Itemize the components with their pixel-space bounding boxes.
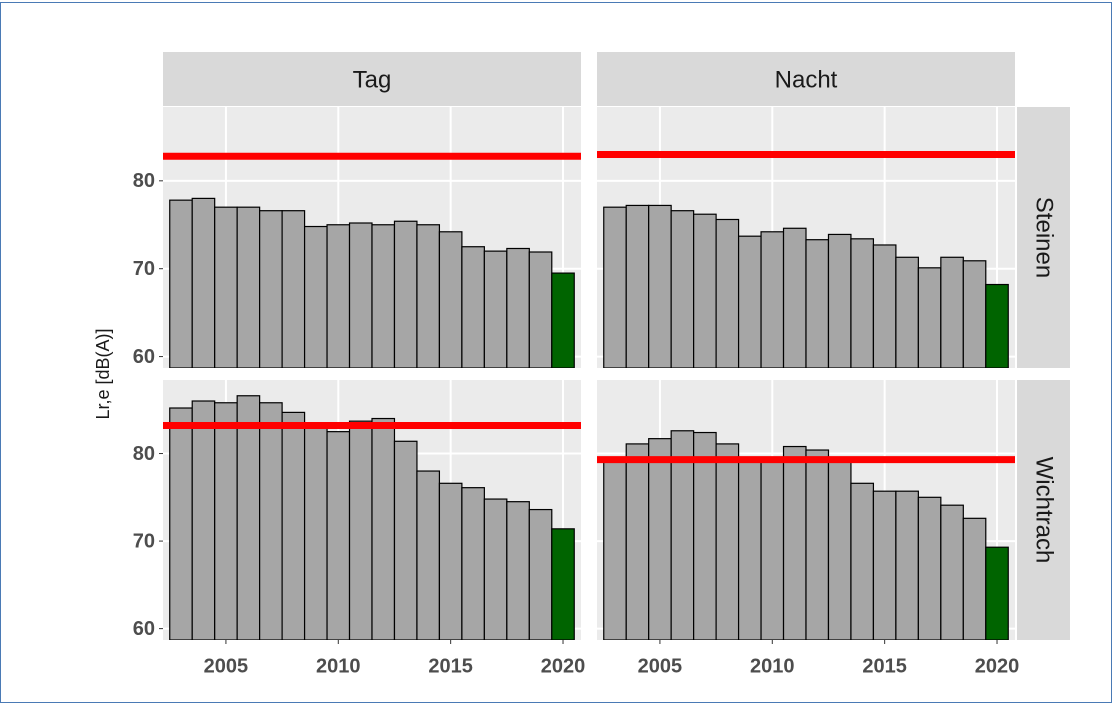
bar	[760, 459, 785, 640]
bar	[506, 501, 530, 640]
bar	[648, 204, 672, 368]
bar	[528, 251, 553, 368]
bar	[483, 498, 508, 640]
bar	[506, 247, 530, 368]
y-tick-label: 80	[133, 443, 155, 465]
bar	[872, 490, 897, 640]
bar	[917, 496, 942, 640]
row-strip	[1017, 107, 1070, 368]
bar	[603, 459, 627, 640]
bar	[348, 222, 373, 368]
column-strip	[597, 52, 1015, 106]
bar	[648, 438, 672, 640]
bar	[985, 546, 1009, 640]
bar	[326, 431, 351, 640]
bar	[737, 235, 762, 368]
bar	[805, 449, 830, 640]
bar	[281, 411, 306, 640]
bar	[461, 246, 485, 368]
y-tick-label: 60	[133, 618, 155, 640]
bar	[236, 206, 261, 368]
bar	[416, 224, 441, 368]
bar	[782, 227, 807, 368]
bar	[371, 224, 396, 368]
bar	[393, 440, 418, 640]
bar	[805, 239, 830, 368]
bar	[940, 256, 964, 368]
bar	[326, 224, 351, 368]
bar	[985, 283, 1009, 368]
bar	[191, 400, 216, 640]
x-tick-label: 2010	[750, 655, 795, 677]
y-tick-label: 80	[133, 170, 155, 192]
x-tick-label: 2015	[428, 655, 473, 677]
bar	[625, 443, 650, 640]
bar	[169, 407, 193, 640]
x-tick-label: 2005	[204, 655, 249, 677]
bar	[551, 528, 575, 640]
bar	[782, 445, 807, 640]
bar	[551, 272, 575, 368]
bar	[603, 206, 627, 368]
bar	[737, 457, 762, 640]
bar	[670, 210, 695, 368]
bar	[917, 267, 942, 368]
bar	[371, 417, 396, 640]
bar	[528, 508, 553, 640]
bar	[303, 424, 328, 640]
bar	[693, 431, 717, 640]
bar	[214, 206, 238, 368]
x-tick-label: 2005	[638, 655, 683, 677]
bar	[693, 213, 717, 368]
x-tick-label: 2020	[541, 655, 586, 677]
bar	[895, 490, 919, 640]
bar	[625, 204, 650, 368]
bar	[438, 231, 463, 368]
bar	[348, 420, 373, 640]
bar	[962, 517, 987, 640]
bar	[259, 210, 283, 368]
bar	[940, 504, 964, 640]
x-tick-label: 2020	[975, 655, 1020, 677]
bar	[850, 482, 875, 640]
row-strip-label: Steinen	[1031, 197, 1058, 278]
y-tick-label: 60	[133, 346, 155, 368]
bar	[169, 199, 193, 368]
column-strip-label: Nacht	[775, 66, 838, 93]
bar	[962, 260, 987, 368]
row-strip-label: Wichtrach	[1031, 457, 1058, 564]
bar	[393, 220, 418, 368]
bar	[259, 402, 283, 640]
x-tick-label: 2010	[316, 655, 361, 677]
bar	[461, 487, 485, 640]
bar	[236, 395, 261, 640]
bar	[760, 231, 785, 368]
bar	[850, 238, 875, 368]
y-tick-label: 70	[133, 530, 155, 552]
bar	[827, 233, 852, 368]
bar	[715, 443, 740, 640]
bar	[483, 250, 508, 368]
y-tick-label: 70	[133, 258, 155, 280]
bar	[827, 457, 852, 640]
x-tick-label: 2015	[862, 655, 907, 677]
column-strip	[163, 52, 581, 106]
column-strip-label: Tag	[353, 66, 392, 93]
bar	[214, 402, 238, 640]
bar	[895, 256, 919, 368]
bar	[715, 218, 740, 368]
bar	[191, 197, 216, 368]
bar	[303, 225, 328, 368]
bar	[438, 482, 463, 640]
bar	[281, 210, 306, 368]
bar	[872, 244, 897, 368]
y-axis-label: Lr,e [dB(A)]	[93, 328, 113, 419]
bar	[416, 470, 441, 640]
row-strip	[1017, 380, 1070, 640]
